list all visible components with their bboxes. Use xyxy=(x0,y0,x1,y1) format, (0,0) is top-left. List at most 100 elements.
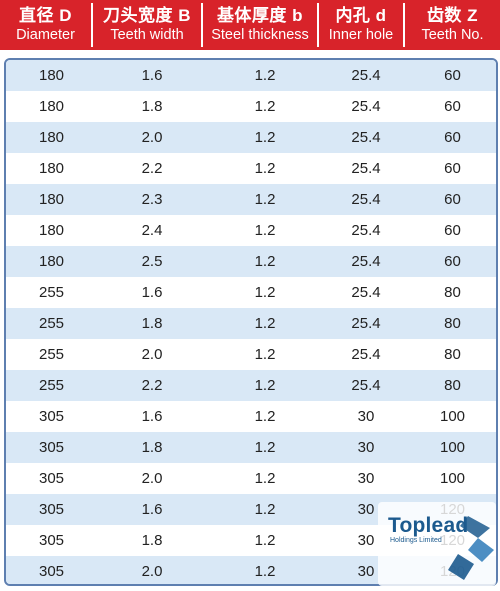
cell-teeth-no: 100 xyxy=(439,439,466,456)
column-header-teeth-width: 刀头宽度 B Teeth width xyxy=(93,0,201,50)
cell-inner-hole: 25.4 xyxy=(351,222,381,239)
cell-teeth-no: 60 xyxy=(444,222,461,239)
table-header: 直径 D Diameter 刀头宽度 B Teeth width 基体厚度 b … xyxy=(0,0,500,50)
header-divider xyxy=(403,3,405,47)
cell-teeth-no: 80 xyxy=(444,315,461,332)
cell-steel-thickness: 1.2 xyxy=(254,315,276,332)
header-divider xyxy=(91,3,93,47)
cell-inner-hole: 30 xyxy=(357,532,375,549)
table-row: 180 2.0 1.2 25.4 60 xyxy=(6,122,496,153)
cell-teeth-width: 2.2 xyxy=(141,377,163,394)
table-row: 305 1.8 1.2 30 100 xyxy=(6,432,496,463)
cell-teeth-width: 1.6 xyxy=(141,408,163,425)
cell-steel-thickness: 1.2 xyxy=(254,470,276,487)
cell-teeth-width: 1.8 xyxy=(141,532,163,549)
cell-inner-hole: 25.4 xyxy=(351,98,381,115)
cell-teeth-width: 2.2 xyxy=(141,160,163,177)
cell-inner-hole: 30 xyxy=(357,470,375,487)
cell-teeth-width: 2.0 xyxy=(141,470,163,487)
logo-name: Toplead xyxy=(388,514,469,537)
cell-diameter: 180 xyxy=(38,160,65,177)
header-divider xyxy=(201,3,203,47)
table-row: 180 2.3 1.2 25.4 60 xyxy=(6,184,496,215)
cell-inner-hole: 25.4 xyxy=(351,315,381,332)
cell-teeth-no: 100 xyxy=(439,470,466,487)
cell-inner-hole: 30 xyxy=(357,501,375,518)
column-header-cn: 内孔 d xyxy=(335,5,387,25)
column-header-en: Teeth No. xyxy=(421,26,484,43)
cell-teeth-width: 1.6 xyxy=(141,67,163,84)
column-header-inner-hole: 内孔 d Inner hole xyxy=(319,0,403,50)
column-header-en: Steel thickness xyxy=(211,26,309,43)
table-row: 180 2.4 1.2 25.4 60 xyxy=(6,215,496,246)
table-row: 180 2.5 1.2 25.4 60 xyxy=(6,246,496,277)
cell-diameter: 180 xyxy=(38,191,65,208)
cell-diameter: 180 xyxy=(38,253,65,270)
cell-inner-hole: 25.4 xyxy=(351,346,381,363)
cell-teeth-no: 60 xyxy=(444,160,461,177)
cell-steel-thickness: 1.2 xyxy=(254,98,276,115)
table-row: 305 2.0 1.2 30 100 xyxy=(6,463,496,494)
table-row: 255 1.8 1.2 25.4 80 xyxy=(6,308,496,339)
table-row: 180 1.6 1.2 25.4 60 xyxy=(6,60,496,91)
cell-teeth-no: 60 xyxy=(444,129,461,146)
cell-steel-thickness: 1.2 xyxy=(254,563,276,580)
cell-teeth-no: 60 xyxy=(444,67,461,84)
column-header-teeth-no: 齿数 Z Teeth No. xyxy=(405,0,500,50)
column-header-en: Teeth width xyxy=(110,26,184,43)
cell-teeth-no: 60 xyxy=(444,253,461,270)
cell-inner-hole: 25.4 xyxy=(351,191,381,208)
table-row: 255 1.6 1.2 25.4 80 xyxy=(6,277,496,308)
cell-steel-thickness: 1.2 xyxy=(254,532,276,549)
cell-teeth-width: 2.0 xyxy=(141,563,163,580)
cell-diameter: 255 xyxy=(38,284,65,301)
column-header-cn: 刀头宽度 B xyxy=(103,5,191,25)
cell-teeth-no: 60 xyxy=(444,98,461,115)
cell-teeth-width: 2.0 xyxy=(141,129,163,146)
column-header-cn: 齿数 Z xyxy=(426,5,479,25)
cell-diameter: 255 xyxy=(38,315,65,332)
cell-steel-thickness: 1.2 xyxy=(254,408,276,425)
table-row: 180 2.2 1.2 25.4 60 xyxy=(6,153,496,184)
cell-inner-hole: 30 xyxy=(357,563,375,580)
cell-diameter: 180 xyxy=(38,222,65,239)
cell-diameter: 305 xyxy=(38,439,65,456)
cell-steel-thickness: 1.2 xyxy=(254,191,276,208)
cell-inner-hole: 30 xyxy=(357,408,375,425)
cell-diameter: 180 xyxy=(38,129,65,146)
cell-teeth-width: 1.6 xyxy=(141,501,163,518)
cell-diameter: 255 xyxy=(38,377,65,394)
cell-teeth-width: 2.0 xyxy=(141,346,163,363)
cell-diameter: 305 xyxy=(38,408,65,425)
cell-teeth-width: 1.8 xyxy=(141,315,163,332)
table-row: 180 1.8 1.2 25.4 60 xyxy=(6,91,496,122)
logo-subtitle: Holdings Limited xyxy=(390,537,442,544)
cell-teeth-no: 60 xyxy=(444,191,461,208)
table-row: 305 1.6 1.2 30 100 xyxy=(6,401,496,432)
column-header-cn: 直径 D xyxy=(19,5,72,25)
cell-teeth-no: 80 xyxy=(444,346,461,363)
cell-inner-hole: 25.4 xyxy=(351,160,381,177)
header-divider xyxy=(317,3,319,47)
cell-inner-hole: 25.4 xyxy=(351,284,381,301)
cell-teeth-width: 1.8 xyxy=(141,98,163,115)
cell-steel-thickness: 1.2 xyxy=(254,253,276,270)
cell-diameter: 255 xyxy=(38,346,65,363)
cell-teeth-no: 80 xyxy=(444,284,461,301)
cell-teeth-no: 80 xyxy=(444,377,461,394)
cell-steel-thickness: 1.2 xyxy=(254,377,276,394)
cell-steel-thickness: 1.2 xyxy=(254,346,276,363)
cell-inner-hole: 25.4 xyxy=(351,67,381,84)
cell-inner-hole: 25.4 xyxy=(351,253,381,270)
cell-diameter: 180 xyxy=(38,67,65,84)
cell-steel-thickness: 1.2 xyxy=(254,439,276,456)
cell-inner-hole: 25.4 xyxy=(351,377,381,394)
table-row: 255 2.0 1.2 25.4 80 xyxy=(6,339,496,370)
cell-diameter: 305 xyxy=(38,563,65,580)
cell-diameter: 305 xyxy=(38,532,65,549)
column-header-en: Diameter xyxy=(16,26,75,43)
table-row: 255 2.2 1.2 25.4 80 xyxy=(6,370,496,401)
cell-teeth-width: 2.4 xyxy=(141,222,163,239)
column-header-en: Inner hole xyxy=(328,26,394,43)
cell-teeth-no: 100 xyxy=(439,408,466,425)
